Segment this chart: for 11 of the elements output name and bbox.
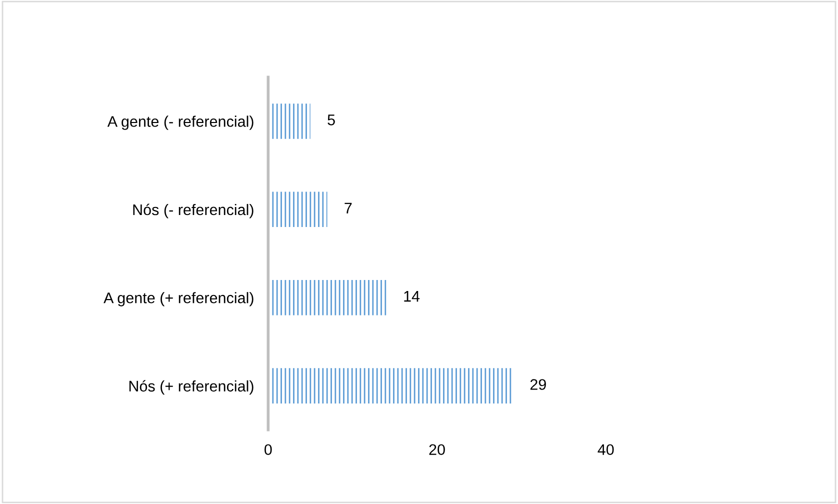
data-label: 5 <box>328 114 335 126</box>
data-label: 29 <box>530 379 546 390</box>
data-label: 7 <box>344 202 352 214</box>
x-tick-label: 0 <box>264 444 272 456</box>
y-tick-label: Nós (- referencial) <box>133 204 254 218</box>
data-label: 14 <box>404 291 420 302</box>
x-tick-label: 20 <box>429 444 445 456</box>
y-tick-label: Nós (+ referencial) <box>129 380 254 395</box>
y-tick-label: A gente (- referencial) <box>107 116 254 130</box>
x-tick-label: 40 <box>598 444 614 456</box>
y-tick-label: A gente (+ referencial) <box>104 292 254 306</box>
